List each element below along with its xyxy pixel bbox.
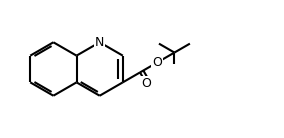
Text: O: O (141, 77, 151, 90)
Text: N: N (95, 36, 104, 49)
Text: O: O (152, 56, 162, 69)
